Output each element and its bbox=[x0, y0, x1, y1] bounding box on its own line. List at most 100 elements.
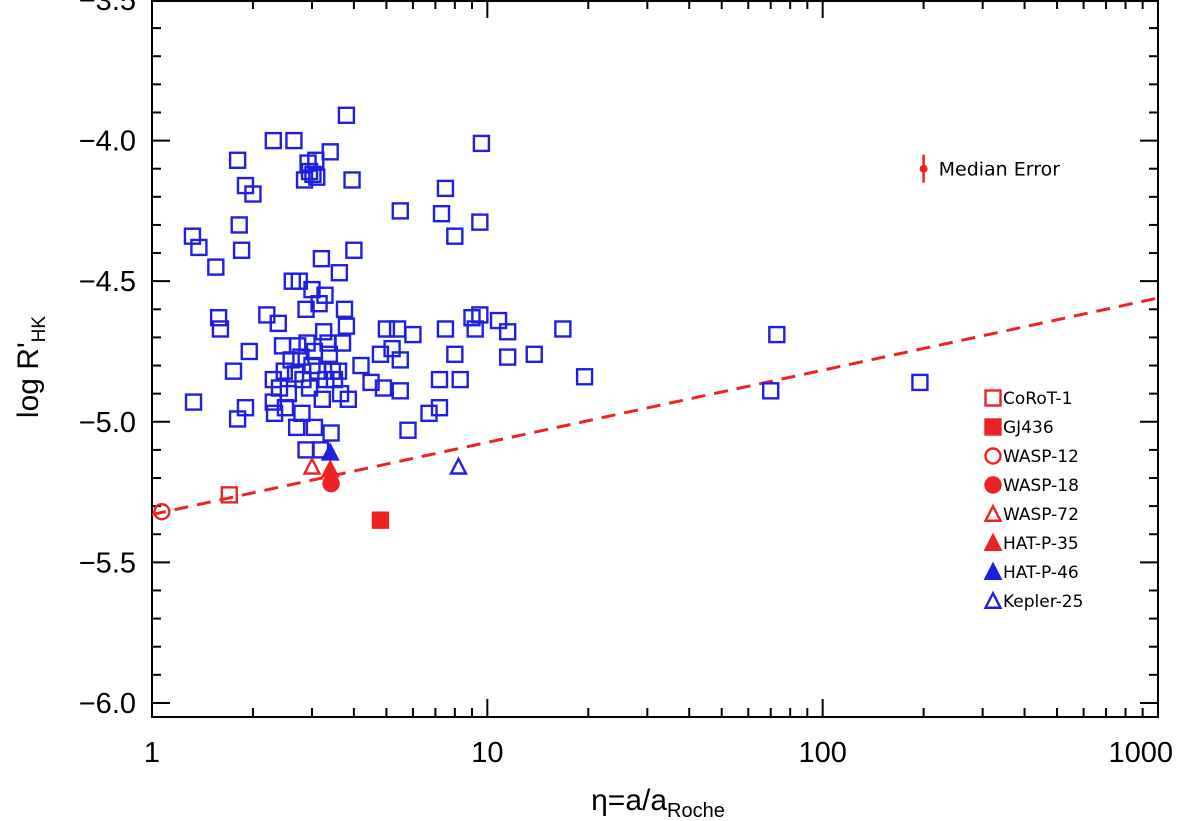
legend-label-wasp-72: WASP-72 bbox=[1003, 505, 1079, 525]
sample-point bbox=[498, 323, 517, 341]
y-tick-label: −5.5 bbox=[79, 547, 136, 579]
x-tick-label: 10 bbox=[471, 737, 503, 769]
sample-point bbox=[230, 216, 248, 234]
sample-point bbox=[316, 286, 334, 304]
legend-marker-gj436 bbox=[984, 418, 1002, 436]
sample-point bbox=[308, 168, 326, 186]
legend-label-wasp-12: WASP-12 bbox=[1003, 447, 1079, 467]
sample-point bbox=[352, 356, 370, 375]
sample-point bbox=[391, 382, 409, 400]
sample-point bbox=[525, 345, 543, 363]
x-tick-label: 1 bbox=[144, 737, 160, 769]
sample-point bbox=[391, 202, 409, 220]
y-tick-label: −4.0 bbox=[79, 126, 136, 158]
sample-point bbox=[322, 424, 340, 442]
sample-point bbox=[300, 379, 319, 397]
plot-frame bbox=[151, 0, 1159, 718]
sample-point bbox=[209, 309, 228, 327]
plot-border bbox=[151, 0, 1159, 718]
y-axis-title-main: log R' bbox=[12, 342, 45, 418]
x-tick-label: 1000 bbox=[1108, 737, 1173, 769]
sample-point bbox=[312, 249, 331, 268]
sample-point bbox=[305, 418, 324, 437]
sample-point bbox=[768, 325, 786, 344]
legend-marker-hat-p-46 bbox=[983, 561, 1003, 580]
sample-point bbox=[430, 399, 449, 417]
sample-point bbox=[228, 151, 247, 169]
sample-point bbox=[420, 404, 438, 423]
legend-label-wasp-18: WASP-18 bbox=[1003, 476, 1079, 496]
x-axis-title-sub: Roche bbox=[667, 800, 725, 821]
x-axis: 1 10 100 1000 bbox=[144, 0, 1173, 769]
hat-p-35-point bbox=[320, 459, 340, 478]
sample-point bbox=[343, 171, 361, 189]
y-tick-label: −6.0 bbox=[79, 688, 136, 720]
sample-point bbox=[471, 213, 489, 231]
points-layer bbox=[153, 106, 929, 529]
fit-line bbox=[151, 296, 1159, 517]
sample-point bbox=[224, 362, 243, 380]
sample-point bbox=[270, 379, 289, 397]
sample-point bbox=[337, 317, 356, 335]
sample-point bbox=[436, 320, 455, 338]
sample-point bbox=[273, 337, 292, 355]
y-axis: −6.0 −5.5 −5.0 −4.5 −4.0 −3.5 bbox=[79, 0, 1158, 720]
legend-label-kepler-25: Kepler-25 bbox=[1003, 592, 1083, 612]
y-tick-label: −3.5 bbox=[79, 0, 136, 17]
sample-point bbox=[404, 325, 422, 344]
sample-point bbox=[451, 370, 469, 389]
sample-point bbox=[911, 373, 929, 392]
sample-point bbox=[244, 185, 262, 203]
legend-marker-corot-1 bbox=[984, 389, 1002, 407]
wasp-12-point bbox=[153, 503, 171, 521]
sample-point bbox=[339, 390, 358, 408]
sample-point bbox=[371, 345, 390, 363]
median-error-point bbox=[919, 164, 928, 173]
sample-point bbox=[329, 362, 348, 380]
sample-point bbox=[184, 393, 203, 411]
median-error-label: Median Error bbox=[939, 159, 1061, 181]
sample-point bbox=[297, 441, 315, 459]
hat-p-46-point bbox=[320, 442, 340, 461]
median-error-annotation: Median Error bbox=[919, 154, 1061, 183]
sample-point bbox=[446, 227, 464, 245]
legend-marker-wasp-12 bbox=[984, 447, 1002, 465]
sample-point bbox=[240, 342, 258, 361]
sample-point bbox=[575, 368, 594, 386]
x-axis-title-main: η=a/a bbox=[591, 784, 667, 817]
sample-point bbox=[297, 300, 315, 318]
legend-marker-wasp-72 bbox=[983, 503, 1003, 522]
sample-point bbox=[279, 384, 298, 403]
sample-point bbox=[762, 382, 780, 400]
sample-point bbox=[345, 241, 363, 259]
sample-point bbox=[232, 241, 251, 259]
fit-line-layer bbox=[151, 296, 1159, 517]
sample-point bbox=[446, 345, 464, 363]
y-axis-title-sub: HK bbox=[29, 316, 50, 343]
legend-label-hat-p-35: HAT-P-35 bbox=[1003, 534, 1079, 554]
sample-point bbox=[430, 370, 449, 389]
legend-label-hat-p-46: HAT-P-46 bbox=[1003, 563, 1079, 583]
sample-point bbox=[287, 418, 306, 437]
legend-marker-hat-p-35 bbox=[983, 532, 1003, 551]
x-axis-title: η=a/aRoche bbox=[591, 784, 725, 821]
corot-1-point bbox=[220, 486, 238, 504]
wasp-72-point bbox=[302, 456, 322, 475]
sample-point bbox=[314, 323, 333, 341]
sample-point bbox=[330, 264, 349, 282]
sample-point bbox=[377, 320, 396, 338]
y-tick-label: −5.0 bbox=[79, 407, 136, 439]
sample-point bbox=[432, 204, 451, 223]
legend-label-corot-1: CoRoT-1 bbox=[1003, 389, 1073, 409]
sample-point bbox=[498, 348, 517, 366]
sample-point bbox=[321, 143, 339, 161]
sample-point bbox=[211, 320, 230, 338]
sample-point bbox=[374, 379, 393, 397]
sample-point bbox=[289, 337, 307, 355]
sample-point bbox=[388, 320, 407, 338]
sample-point bbox=[190, 238, 208, 257]
kepler-25-point bbox=[448, 456, 468, 475]
legend-marker-kepler-25 bbox=[983, 590, 1003, 609]
sample-point bbox=[362, 373, 380, 392]
